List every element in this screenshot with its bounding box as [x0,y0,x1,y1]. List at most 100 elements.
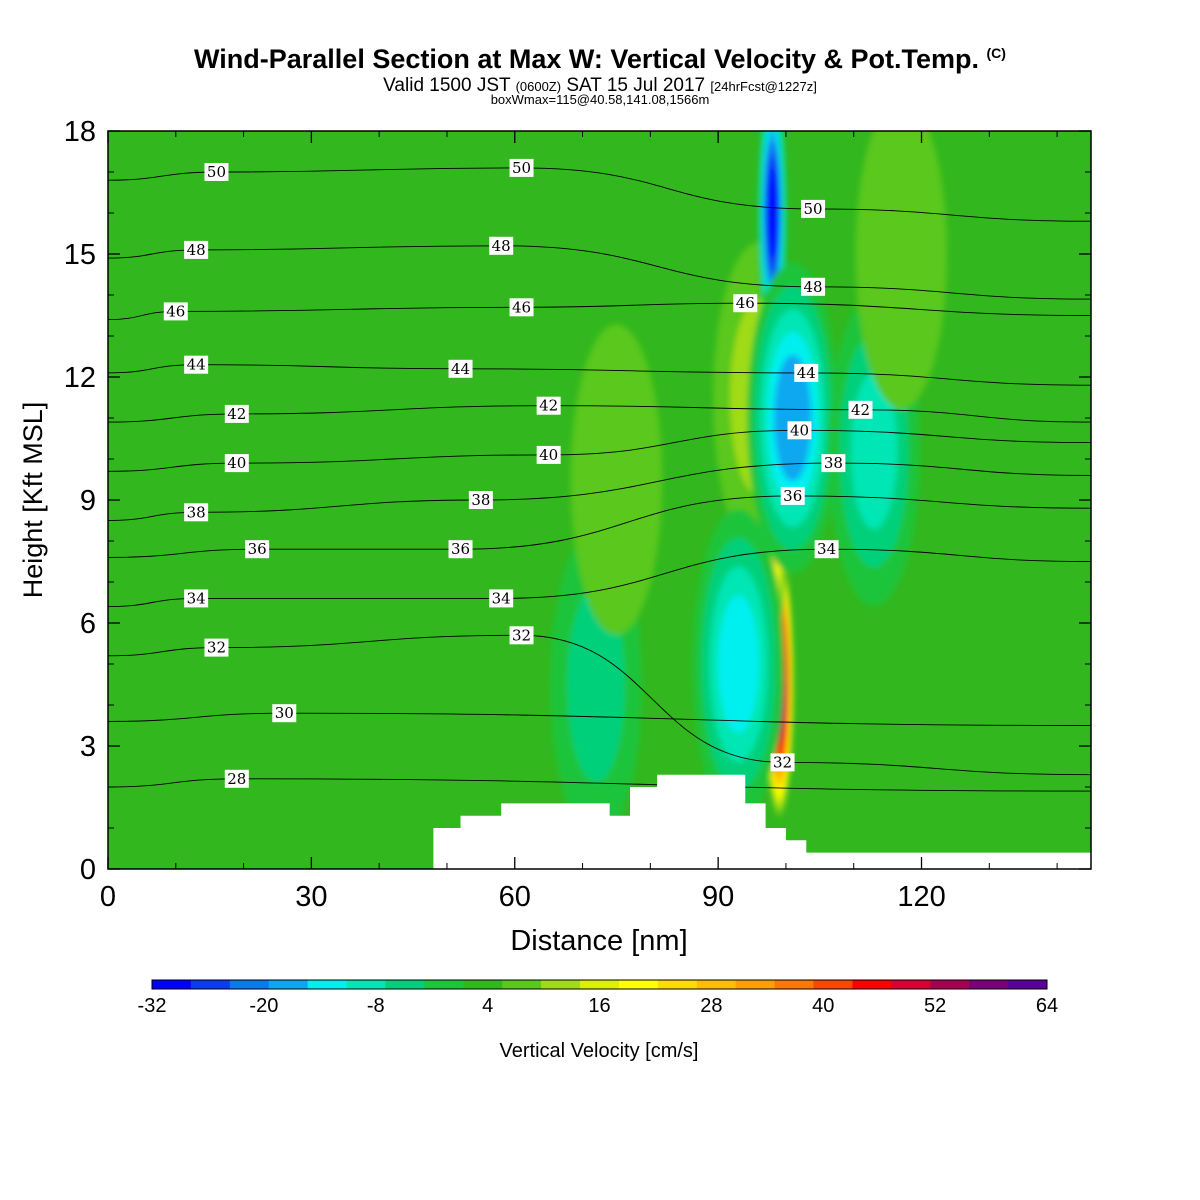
valid-date: SAT 15 Jul 2017 [566,75,706,96]
y-tick-label: 12 [64,362,96,394]
theta-label-box [787,421,812,440]
y-tick-label: 15 [64,239,96,271]
colorbar-swatch [813,980,853,989]
y-tick-label: 6 [80,608,96,640]
theta-label: 38 [187,503,206,521]
colorbar-frame [151,979,1048,990]
theta-label: 48 [804,278,823,296]
colorbar-swatch [969,980,1009,989]
theta-label-box [821,454,846,473]
theta-label: 50 [207,163,226,181]
velocity-cell [767,166,778,260]
theta-label-box [814,540,839,559]
theta-contour-line [108,495,1091,558]
theta-label: 40 [790,421,809,439]
theta-label-box [184,355,209,374]
chart-title: Wind-Parallel Section at Max W: Vertical… [0,44,1200,75]
theta-label: 46 [166,302,185,320]
colorbar-swatch [424,980,464,989]
colorbar-swatch [502,980,542,989]
x-tick-label: 60 [499,881,531,913]
colorbar-tick-label: 28 [700,995,722,1017]
theta-label-box [184,589,209,608]
valid-time: Valid 1500 JST [383,75,511,96]
theta-label: 40 [539,446,558,464]
copyright-mark: (C) [986,45,1006,61]
theta-label-box [224,769,249,788]
velocity-cell [718,595,759,733]
theta-label: 32 [207,639,226,657]
colorbar-tick-label: 64 [1036,995,1058,1017]
theta-label: 42 [539,397,558,415]
forecast-info: [24hrFcst@1227z] [710,79,817,94]
theta-label-box [184,240,209,259]
theta-label-box [536,396,561,415]
theta-label-box [489,589,514,608]
colorbar-swatch [735,980,776,989]
colorbar-label: Vertical Velocity [cm/s] [500,1040,699,1062]
colorbar-swatch [346,980,386,989]
theta-label: 36 [783,487,802,505]
colorbar-swatch [307,980,348,989]
colorbar-tick-label: 16 [588,995,610,1017]
y-tick-label: 9 [80,485,96,517]
x-tick-label: 120 [897,881,945,913]
colorbar-swatch [385,980,425,989]
colorbar-tick-label: 4 [482,995,493,1017]
theta-label-box [509,158,534,177]
colorbar-swatch [852,980,892,989]
theta-label-box [780,486,805,505]
theta-label-box [848,400,873,419]
theta-label-box [224,404,249,423]
theta-label: 38 [824,454,843,472]
colorbar-tick-label: 52 [924,995,946,1017]
theta-label-box [509,626,534,645]
theta-label-box [163,302,188,321]
chart-title-text: Wind-Parallel Section at Max W: Vertical… [194,44,979,74]
theta-label: 34 [187,589,206,607]
plot-area: 28 30 32 32 32 34 34 34 36 36 36 38 38 38 40 40 40 42 42 42… [108,131,1091,869]
theta-label: 34 [492,589,511,607]
theta-label-box [801,277,826,296]
colorbar-swatch [190,980,231,989]
theta-contour-line [108,429,1091,472]
theta-label: 38 [471,491,490,509]
box-info: boxWmax=115@40.58,141.08,1566m [490,92,710,107]
theta-label-box [509,298,534,317]
theta-label-box [245,540,270,559]
theta-label-box [536,445,561,464]
x-tick-label: 30 [295,881,327,913]
theta-label: 44 [451,360,470,378]
colorbar-swatch [541,980,581,989]
colorbar-swatch [229,980,270,989]
theta-label-box [272,704,297,723]
colorbar-swatch [774,980,815,989]
theta-label-box [794,363,819,382]
theta-label-box [468,491,493,509]
velocity-cell [567,586,625,783]
theta-label-box [204,638,229,657]
theta-label-box [801,199,826,218]
colorbar-swatch [152,980,192,989]
colorbar-tick-label: -20 [249,995,278,1017]
theta-label: 30 [275,704,294,722]
colorbar-swatch [930,980,970,989]
colorbar-swatch [657,980,698,989]
theta-label-box [448,540,473,559]
theta-label: 42 [851,401,870,419]
velocity-cell [774,354,812,482]
theta-label: 44 [797,364,816,382]
theta-label: 42 [227,405,246,423]
theta-label: 44 [187,356,206,374]
colorbar: -32 -20 -8 4 16 28 40 52 64 [138,979,1058,1017]
colorbar-swatch [268,980,309,989]
theta-label: 32 [773,753,792,771]
theta-label-box [733,294,758,313]
theta-label-box [224,454,249,473]
theta-label-box [184,503,209,522]
colorbar-swatch [580,980,620,989]
theta-contour-labels: 28 30 32 32 32 34 34 34 36 36 36 38 38 38 40 40 40 42 42 42… [163,158,873,788]
y-tick-label: 18 [64,116,96,148]
